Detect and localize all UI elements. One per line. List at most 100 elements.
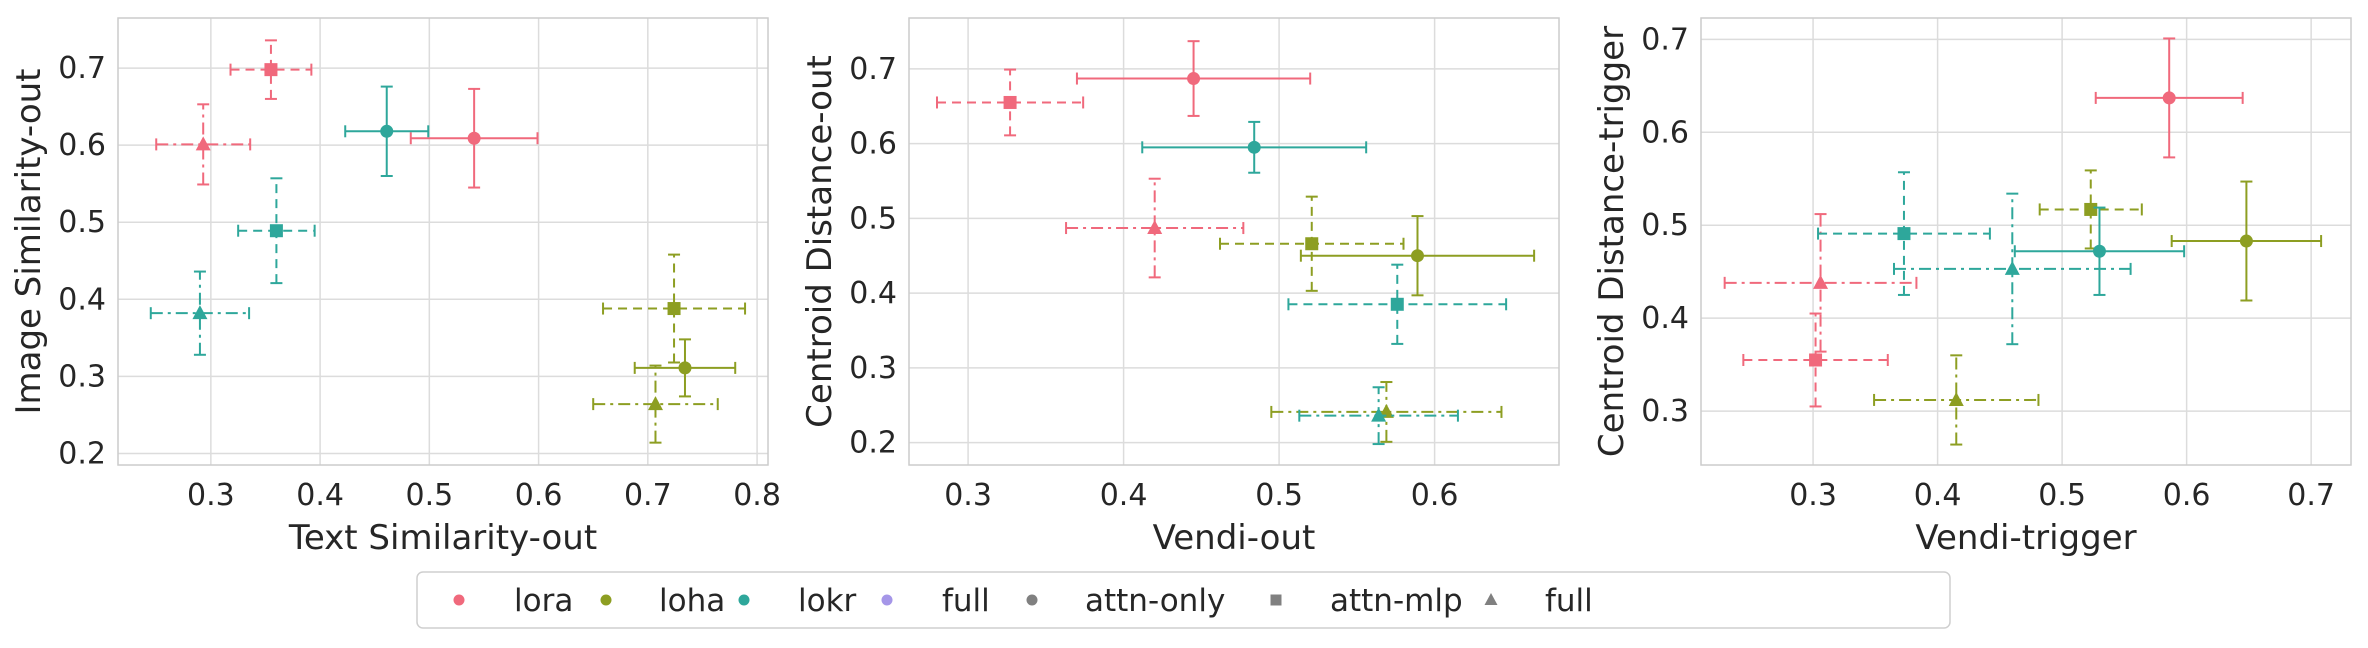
legend-item-attn-only: attn-only <box>1026 583 1225 619</box>
legend-item-lora: lora <box>453 583 573 619</box>
data-point-lora-attn-only <box>2094 37 2244 159</box>
panel-2: 0.3 0.4 0.5 0.6 0.2 0.3 0.4 0.5 0.6 0.7 Vendi-out C… <box>800 17 1560 558</box>
marker-square <box>1003 95 1017 109</box>
x-tick-label: 0.8 <box>733 478 781 513</box>
data-point-lokr-attn-mlp <box>237 177 316 285</box>
marker-square <box>1897 227 1911 241</box>
data-point-lora-attn-mlp <box>935 68 1085 137</box>
legend-item-attn-mlp: attn-mlp <box>1270 583 1463 619</box>
data-point-lokr-attn-only <box>2013 206 2186 296</box>
data-point-loha-attn-only <box>633 338 737 398</box>
axes-frame <box>117 17 769 466</box>
axes-frame <box>908 17 1560 466</box>
marker-triangle <box>1378 403 1394 418</box>
marker-circle <box>1410 249 1424 263</box>
data-point-lokr-attn-only <box>1141 120 1368 174</box>
marker-circle <box>2092 244 2106 258</box>
marker-square <box>264 63 278 77</box>
data-point-lora-attn-mlp <box>1742 312 1889 408</box>
legend-marker-square <box>1270 594 1282 606</box>
marker-circle <box>678 361 692 375</box>
x-tick-label: 0.4 <box>1914 478 1962 513</box>
x-tick-label: 0.6 <box>515 478 563 513</box>
y-tick-label: 0.2 <box>58 436 106 471</box>
data-point-lora-full <box>1065 177 1245 279</box>
data-point-lora-full <box>155 103 252 186</box>
data-point-loha-attn-only <box>1299 215 1536 297</box>
legend-frame <box>416 571 1951 629</box>
x-tick-label: 0.6 <box>2163 478 2211 513</box>
marker-square <box>2084 202 2098 216</box>
legend-item-loha: loha <box>600 583 725 619</box>
y-axis-label: Centroid Distance-trigger <box>1592 26 1632 457</box>
panel-3: 0.3 0.4 0.5 0.6 0.7 0.3 0.4 0.5 0.6 0.7 Vendi-trig… <box>1592 17 2352 558</box>
legend-item-full: full <box>881 583 990 619</box>
y-tick-label: 0.4 <box>849 276 897 311</box>
y-tick-label: 0.3 <box>849 351 897 386</box>
y-tick-label: 0.4 <box>58 282 106 317</box>
data-point-lora-attn-only <box>1075 40 1312 117</box>
marker-circle <box>467 131 481 145</box>
marker-triangle <box>192 305 208 320</box>
marker-circle <box>380 124 394 138</box>
y-tick-label: 0.7 <box>849 52 897 87</box>
legend-label: lokr <box>798 583 857 619</box>
y-axis-label: Centroid Distance-out <box>800 55 840 428</box>
data-point-lora-attn-mlp <box>229 39 313 100</box>
legend-marker-circle <box>1026 594 1038 606</box>
x-axis-label: Vendi-trigger <box>1915 518 2136 558</box>
x-tick-label: 0.4 <box>296 478 344 513</box>
data-point-loha-attn-only <box>2170 180 2323 302</box>
marker-circle <box>1187 72 1201 86</box>
data-point-loha-full <box>1873 354 2040 446</box>
marker-triangle <box>647 396 663 411</box>
marker-triangle <box>1813 274 1829 289</box>
legend-marker-triangle <box>1484 593 1498 605</box>
data-point-loha-full <box>592 364 719 444</box>
data-point-lokr-attn-mlp <box>1817 171 1991 296</box>
x-axis-label: Text Similarity-out <box>288 518 597 558</box>
x-tick-label: 0.3 <box>1789 478 1837 513</box>
x-tick-label: 0.5 <box>1255 478 1303 513</box>
y-tick-label: 0.7 <box>58 51 106 86</box>
data-point-lokr-attn-only <box>344 85 430 177</box>
x-tick-label: 0.7 <box>2287 478 2335 513</box>
legend-label: full <box>1545 583 1593 619</box>
y-tick-label: 0.6 <box>849 127 897 162</box>
y-tick-label: 0.4 <box>1641 301 1689 336</box>
marker-triangle <box>1147 220 1163 235</box>
y-tick-label: 0.6 <box>1641 115 1689 150</box>
marker-square <box>269 224 283 238</box>
x-tick-label: 0.5 <box>2038 478 2086 513</box>
y-tick-label: 0.5 <box>849 201 897 236</box>
legend-marker-circle <box>453 594 465 606</box>
marker-triangle <box>195 136 211 151</box>
data-point-lokr-full <box>1298 386 1459 446</box>
marker-square <box>1390 297 1404 311</box>
marker-square <box>1305 237 1319 251</box>
legend-marker-circle <box>738 594 750 606</box>
y-tick-label: 0.5 <box>1641 208 1689 243</box>
x-tick-label: 0.7 <box>624 478 672 513</box>
x-axis-label: Vendi-out <box>1153 518 1316 558</box>
x-tick-label: 0.5 <box>405 478 453 513</box>
data-point-lokr-full <box>149 270 251 356</box>
data-point-lora-full <box>1723 213 1918 353</box>
marker-circle <box>1247 140 1261 154</box>
panel-1: 0.3 0.4 0.5 0.6 0.7 0.8 0.2 0.3 0.4 0.5 0.6 0.7 Text… <box>9 17 781 558</box>
data-point-lokr-attn-mlp <box>1287 263 1508 345</box>
marker-triangle <box>1371 407 1387 422</box>
y-tick-label: 0.6 <box>58 128 106 163</box>
data-point-loha-attn-mlp <box>1219 195 1405 292</box>
y-tick-label: 0.7 <box>1641 22 1689 57</box>
y-tick-label: 0.3 <box>58 359 106 394</box>
x-tick-label: 0.4 <box>1100 478 1148 513</box>
x-tick-label: 0.6 <box>1411 478 1459 513</box>
y-tick-label: 0.5 <box>58 205 106 240</box>
x-tick-label: 0.3 <box>187 478 235 513</box>
legend-label: loha <box>659 583 725 619</box>
y-axis-label: Image Similarity-out <box>9 68 49 414</box>
legend-label: attn-only <box>1085 583 1225 619</box>
legend-item-full: full <box>1484 583 1593 619</box>
